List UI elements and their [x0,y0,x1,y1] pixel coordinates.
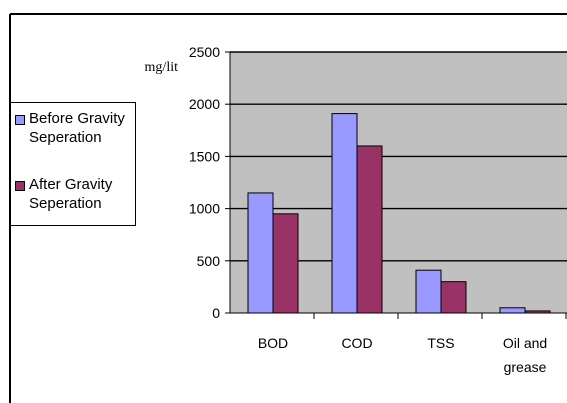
x-tick-label: Oil and [503,335,547,351]
x-tick-label: COD [341,335,372,351]
x-tick-label: BOD [258,335,288,351]
bar-before-oil-and-grease [499,307,526,314]
bar-before-cod [331,113,358,314]
legend-swatch-after [15,181,25,191]
legend-label-after-line1: After Gravity [29,176,113,193]
y-tick-label: 1000 [189,201,220,217]
legend-label-before-line1: Before Gravity [29,110,125,127]
bar-before-tss [415,269,442,314]
legend-label-before: Before Gravity Seperation [29,109,139,147]
bar-before-bod [247,192,274,314]
y-tick-label: 2500 [189,44,220,60]
y-axis-unit-label: mg/lit [145,60,179,75]
bar-after-oil-and-grease [524,310,551,314]
x-tick-label: TSS [427,335,454,351]
legend: Before Gravity Seperation After Gravity … [10,102,136,226]
legend-label-after-line2: Seperation [29,195,102,212]
legend-label-before-line2: Seperation [29,129,102,146]
legend-label-after: After Gravity Seperation [29,175,139,213]
y-tick-label: 1500 [189,148,220,164]
bar-after-cod [356,145,383,314]
x-tick-label: grease [504,359,547,375]
bar-after-tss [440,281,467,314]
y-tick-label: 0 [212,305,220,321]
y-tick-label: 2000 [189,96,220,112]
legend-swatch-before [15,115,25,125]
bar-after-bod [272,213,299,314]
y-tick-label: 500 [197,253,221,269]
